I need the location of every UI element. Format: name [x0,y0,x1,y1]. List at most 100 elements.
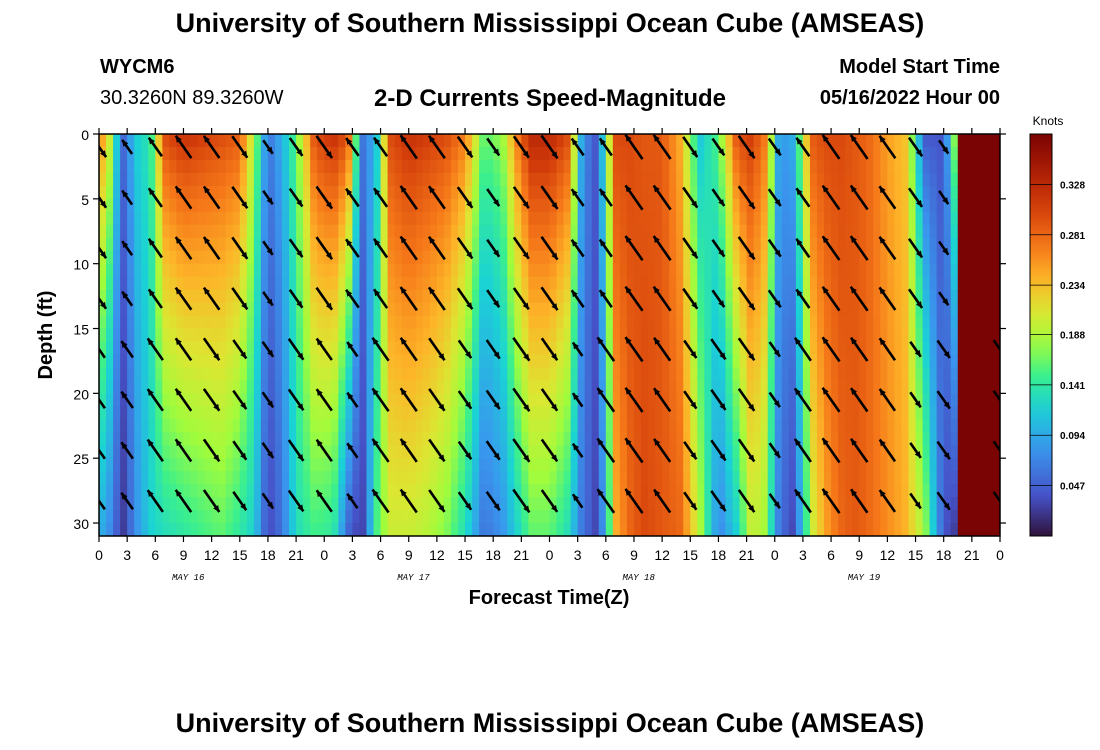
heatmap-cell [676,471,684,485]
heatmap-cell [570,497,579,511]
heatmap-cell [408,458,417,472]
heatmap-cell [950,458,959,472]
heatmap-cell [704,367,712,381]
heatmap-cell [401,406,410,420]
heatmap-cell [704,250,712,265]
heatmap-cell [725,497,734,511]
heatmap-cell [535,471,544,485]
heatmap-cell [711,302,720,317]
heatmap-cell [824,523,832,536]
current-vector [147,238,163,259]
heatmap-cell [662,471,670,485]
heatmap-cell [605,328,614,343]
heatmap-cell [556,146,565,161]
heatmap-cell [324,237,332,252]
heatmap-cell [134,276,142,291]
heatmap-cell [929,354,938,369]
heatmap-cell [169,289,178,304]
heatmap-cell [662,328,670,343]
heatmap-cell [866,510,874,524]
heatmap-cell [120,172,128,187]
heatmap-cell [274,159,283,174]
heatmap-cell [725,471,734,485]
heatmap-cell [211,211,220,226]
heatmap-cell [493,198,501,213]
heatmap-cell [725,276,734,291]
heatmap-cell [676,432,684,446]
heatmap-cell [514,432,522,446]
x-tick-label: 3 [574,547,582,563]
heatmap-cell [324,497,332,511]
heatmap-cell [556,315,565,330]
heatmap-cell [732,510,741,524]
heatmap-cell [542,445,551,459]
heatmap-cell [718,159,727,174]
heatmap-cell [809,211,818,226]
heatmap-cell [831,211,839,226]
heatmap-cell [134,393,142,407]
heatmap-cell [486,146,494,161]
heatmap-cell [739,497,748,511]
heatmap-cell [563,393,572,407]
heatmap-cell [971,432,980,446]
heatmap-cell [387,185,396,200]
heatmap-cell [901,263,910,278]
heatmap-cell [866,432,874,446]
heatmap-cell [113,341,121,356]
heatmap-cell [310,484,318,498]
heatmap-cell [141,367,149,381]
heatmap-cell [816,198,825,213]
heatmap-cell [225,302,234,317]
heatmap-cell [542,484,551,498]
current-vector [768,492,781,510]
heatmap-cell [774,458,783,472]
heatmap-cell [718,185,727,200]
heatmap-cell [211,419,220,433]
heatmap-cell [824,263,832,278]
heatmap-cell [500,341,508,356]
heatmap-cell [317,159,325,174]
heatmap-cell [697,211,705,226]
heatmap-cell [648,471,656,485]
heatmap-cell [345,302,354,317]
heatmap-cell [985,458,994,472]
heatmap-cell [253,224,262,239]
heatmap-cell [838,198,846,213]
heatmap-cell [443,484,452,498]
heatmap-cell [704,354,712,369]
heatmap-cell [852,211,860,226]
heatmap-cell [127,159,135,174]
heatmap-cell [422,510,431,524]
heatmap-cell [760,367,769,381]
heatmap-cell [450,250,459,265]
heatmap-cell [563,185,572,200]
heatmap-cell [845,471,853,485]
heatmap-cell [542,159,551,174]
heatmap-cell [190,211,199,226]
heatmap-cell [795,159,804,174]
heatmap-cell [380,198,389,213]
heatmap-cell [866,198,874,213]
heatmap-cell [873,393,881,407]
heatmap-cell [436,302,445,317]
heatmap-cell [450,198,459,213]
heatmap-cell [436,393,445,407]
heatmap-cell [359,185,368,200]
heatmap-cell [648,134,656,148]
heatmap-cell [774,211,783,226]
heatmap-cell [394,250,403,265]
heatmap-cell [436,341,445,356]
heatmap-cell [310,276,318,291]
heatmap-cell [605,315,614,330]
heatmap-cell [380,185,389,200]
heatmap-cell [943,185,952,200]
heatmap-cell [732,159,741,174]
heatmap-cell [282,445,290,459]
heatmap-cell [760,393,769,407]
heatmap-cell [183,250,192,265]
current-vector [878,337,897,361]
heatmap-cell [106,341,114,356]
heatmap-cell [274,510,283,524]
heatmap-cell [500,172,508,187]
heatmap-cell [99,289,107,304]
